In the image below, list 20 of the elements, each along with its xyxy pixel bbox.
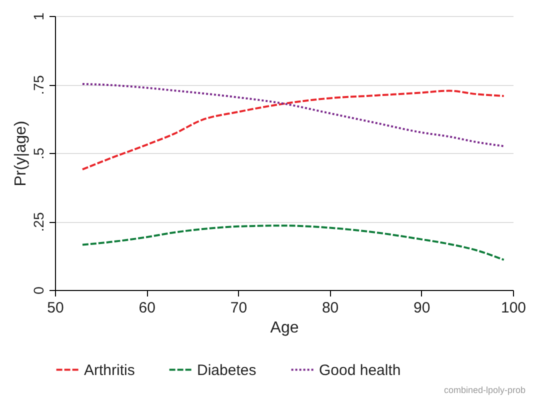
y-tick-label: .75 <box>30 75 46 95</box>
x-tick-label: 50 <box>47 300 64 316</box>
y-tick-label: .5 <box>30 147 46 160</box>
legend-label: Good health <box>319 362 401 379</box>
x-tick-label: 100 <box>500 300 526 316</box>
line-series <box>81 90 505 170</box>
y-axis-title: Pr(y|age) <box>12 120 30 186</box>
x-tick-label: 70 <box>230 300 248 316</box>
line-series <box>81 82 505 148</box>
legend-label: Arthritis <box>84 362 135 379</box>
x-tick-label: 80 <box>322 300 339 316</box>
y-tick-label: 1 <box>30 12 46 20</box>
x-tick-label: 60 <box>138 300 156 316</box>
y-tick-label: 0 <box>30 286 46 294</box>
y-tick-label: .25 <box>30 212 46 232</box>
legend-label: Diabetes <box>197 362 256 379</box>
line-series <box>81 224 505 261</box>
x-axis-title: Age <box>270 320 299 336</box>
text: combined-lpoly-prob <box>444 385 526 395</box>
x-tick-label: 90 <box>414 300 430 316</box>
